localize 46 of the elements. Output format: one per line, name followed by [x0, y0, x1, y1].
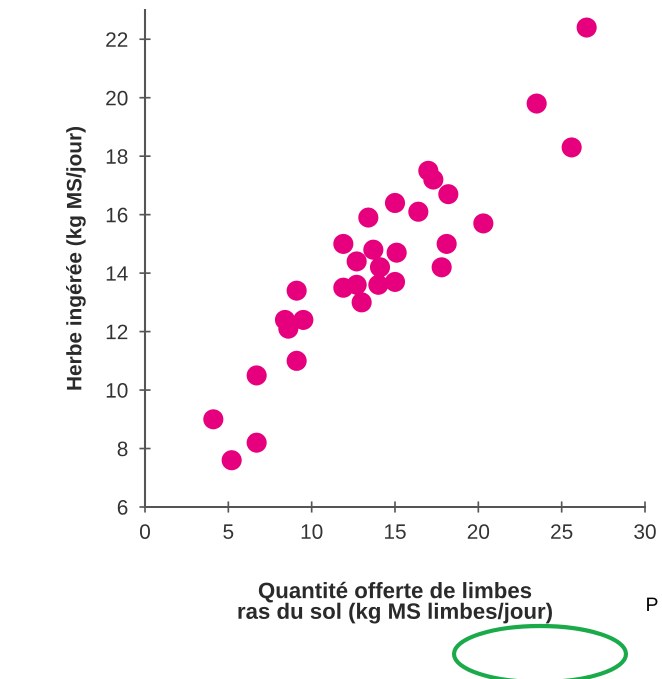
y-tick-label: 8 — [118, 442, 128, 456]
point — [384, 272, 406, 292]
x-tick-label: 15 — [385, 524, 406, 539]
x-axis-title: Quantité offerte de limbes ras du sol (kg MS limbes/jour) — [238, 582, 552, 624]
point — [436, 234, 457, 254]
x-tick-label: 20 — [468, 524, 490, 539]
point — [352, 292, 372, 312]
point — [286, 280, 307, 301]
y-tick-label: 16 — [106, 208, 128, 222]
point — [386, 242, 407, 263]
point — [246, 432, 267, 453]
point — [346, 274, 367, 295]
point — [384, 192, 406, 214]
point — [576, 17, 597, 38]
y-tick-label: 12 — [106, 324, 128, 340]
point — [423, 170, 444, 190]
x-tick-label: 30 — [634, 524, 656, 539]
y-tick-label: 18 — [106, 149, 128, 164]
point — [526, 93, 547, 114]
point — [562, 137, 582, 158]
y-tick-label: 6 — [118, 500, 128, 515]
x-tick-label: 0 — [140, 524, 150, 539]
point — [203, 409, 224, 430]
point — [370, 257, 390, 278]
y-tick-label: 20 — [106, 90, 128, 106]
point — [368, 274, 388, 295]
y-tick-label: 10 — [106, 383, 128, 398]
point — [438, 184, 458, 204]
x-tick-label: 5 — [223, 524, 234, 539]
point — [333, 234, 354, 254]
point — [246, 365, 267, 386]
text: P — [647, 598, 658, 612]
point — [408, 202, 428, 222]
point — [222, 450, 242, 470]
point — [358, 208, 378, 228]
point — [346, 251, 367, 272]
x-tick-label: 25 — [551, 524, 572, 539]
point — [293, 310, 314, 330]
point — [286, 350, 307, 371]
point — [363, 240, 384, 260]
y-tick-label: 22 — [106, 32, 128, 47]
x-tick-label: 10 — [302, 524, 322, 539]
point — [432, 257, 452, 278]
y-axis-title: Herbe ingérée (kg MS/jour) — [66, 126, 86, 390]
y-tick-label: 14 — [106, 266, 128, 281]
point — [473, 213, 494, 234]
